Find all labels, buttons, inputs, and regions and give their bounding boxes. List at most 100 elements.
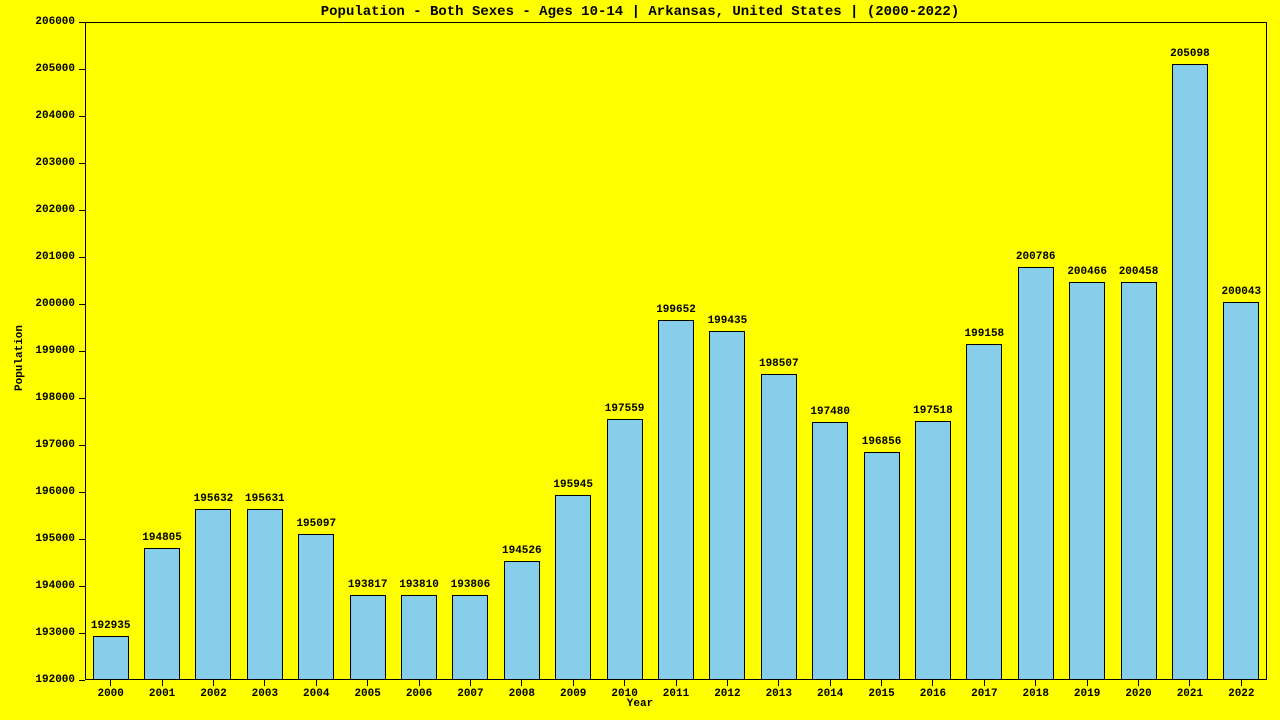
bar: [452, 595, 488, 680]
y-tick-label: 196000: [15, 486, 75, 498]
bar-value-label: 205098: [1170, 48, 1210, 60]
x-tick-mark: [1241, 680, 1242, 686]
x-tick-mark: [778, 680, 779, 686]
y-tick-mark: [79, 445, 85, 446]
bar: [658, 320, 694, 680]
bar: [401, 595, 437, 680]
bar: [298, 534, 334, 680]
x-tick-mark: [213, 680, 214, 686]
y-tick-label: 192000: [15, 674, 75, 686]
x-axis-title: Year: [0, 698, 1280, 710]
y-tick-mark: [79, 633, 85, 634]
y-tick-label: 202000: [15, 204, 75, 216]
x-tick-mark: [881, 680, 882, 686]
bar-value-label: 200043: [1221, 286, 1261, 298]
x-tick-mark: [316, 680, 317, 686]
bar: [1018, 267, 1054, 680]
y-tick-mark: [79, 351, 85, 352]
y-tick-mark: [79, 398, 85, 399]
bar: [504, 561, 540, 680]
bar-value-label: 199158: [965, 328, 1005, 340]
bar: [761, 374, 797, 680]
bar-value-label: 195632: [194, 493, 234, 505]
bar-value-label: 200786: [1016, 251, 1056, 263]
bar-value-label: 194526: [502, 545, 542, 557]
y-axis-title: Population: [14, 325, 26, 391]
bar: [1223, 302, 1259, 680]
bar-value-label: 200466: [1067, 266, 1107, 278]
x-tick-mark: [727, 680, 728, 686]
y-tick-label: 198000: [15, 392, 75, 404]
y-tick-label: 206000: [15, 16, 75, 28]
bar: [1172, 64, 1208, 680]
y-tick-mark: [79, 22, 85, 23]
bar-value-label: 193817: [348, 579, 388, 591]
bar-value-label: 194805: [142, 532, 182, 544]
bar: [812, 422, 848, 680]
x-tick-mark: [676, 680, 677, 686]
bar: [709, 331, 745, 680]
bar: [144, 548, 180, 680]
bar: [93, 636, 129, 680]
x-tick-mark: [1087, 680, 1088, 686]
y-tick-mark: [79, 257, 85, 258]
y-tick-label: 203000: [15, 157, 75, 169]
x-tick-mark: [1035, 680, 1036, 686]
y-tick-mark: [79, 539, 85, 540]
bar-value-label: 195945: [553, 479, 593, 491]
bar-value-label: 195097: [296, 518, 336, 530]
y-tick-label: 201000: [15, 251, 75, 263]
y-tick-mark: [79, 680, 85, 681]
left-spine: [85, 22, 86, 680]
y-tick-label: 195000: [15, 533, 75, 545]
y-tick-mark: [79, 586, 85, 587]
y-tick-label: 193000: [15, 627, 75, 639]
bar-value-label: 192935: [91, 620, 131, 632]
bar: [864, 452, 900, 680]
chart-title: Population - Both Sexes - Ages 10-14 | A…: [0, 4, 1280, 20]
x-tick-mark: [110, 680, 111, 686]
bar: [195, 509, 231, 680]
bar-value-label: 197518: [913, 405, 953, 417]
bar: [247, 509, 283, 680]
bar: [555, 495, 591, 680]
x-tick-mark: [624, 680, 625, 686]
x-tick-mark: [984, 680, 985, 686]
bar-value-label: 193806: [451, 579, 491, 591]
y-tick-label: 197000: [15, 439, 75, 451]
y-tick-mark: [79, 210, 85, 211]
y-tick-mark: [79, 116, 85, 117]
x-tick-mark: [1138, 680, 1139, 686]
bar-value-label: 193810: [399, 579, 439, 591]
x-tick-mark: [830, 680, 831, 686]
x-tick-mark: [1189, 680, 1190, 686]
y-tick-label: 205000: [15, 63, 75, 75]
x-tick-mark: [162, 680, 163, 686]
y-tick-label: 204000: [15, 110, 75, 122]
bar: [915, 421, 951, 680]
plot-area: 1920001930001940001950001960001970001980…: [85, 22, 1267, 680]
y-tick-mark: [79, 163, 85, 164]
bar-value-label: 199435: [708, 315, 748, 327]
y-tick-mark: [79, 69, 85, 70]
x-tick-mark: [573, 680, 574, 686]
bar-value-label: 196856: [862, 436, 902, 448]
y-tick-mark: [79, 304, 85, 305]
right-spine: [1266, 22, 1267, 680]
top-spine: [85, 22, 1267, 23]
bar: [1069, 282, 1105, 680]
x-tick-mark: [470, 680, 471, 686]
y-tick-label: 199000: [15, 345, 75, 357]
chart-root: Population - Both Sexes - Ages 10-14 | A…: [0, 0, 1280, 720]
bar-value-label: 197559: [605, 403, 645, 415]
x-tick-mark: [264, 680, 265, 686]
bar-value-label: 199652: [656, 304, 696, 316]
x-tick-mark: [419, 680, 420, 686]
y-tick-label: 194000: [15, 580, 75, 592]
bar-value-label: 200458: [1119, 266, 1159, 278]
bar: [1121, 282, 1157, 680]
bar: [966, 344, 1002, 680]
x-tick-mark: [932, 680, 933, 686]
y-tick-mark: [79, 492, 85, 493]
bar-value-label: 197480: [810, 406, 850, 418]
